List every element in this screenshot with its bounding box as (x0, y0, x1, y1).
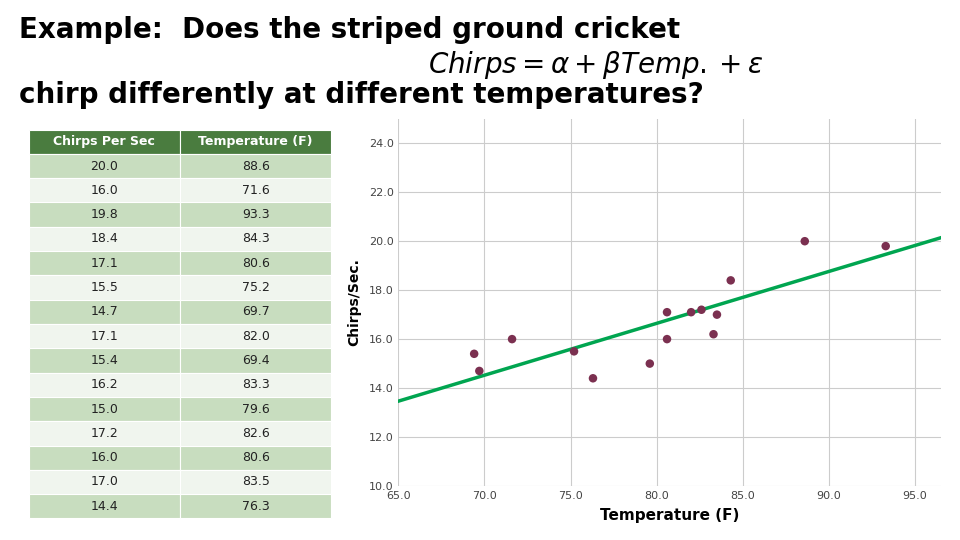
Text: 16.0: 16.0 (90, 451, 118, 464)
Text: 15.5: 15.5 (90, 281, 118, 294)
Point (660, 335, 675, 343)
Text: Temperature (F): Temperature (F) (199, 135, 313, 148)
Text: 69.4: 69.4 (242, 354, 270, 367)
Text: Chirps Per Sec: Chirps Per Sec (54, 135, 156, 148)
Text: 14.4: 14.4 (90, 500, 118, 513)
Text: 83.3: 83.3 (242, 378, 270, 392)
Text: 93.3: 93.3 (242, 208, 270, 221)
Point (684, 308, 699, 316)
Text: 83.5: 83.5 (242, 475, 270, 489)
Text: 82.0: 82.0 (242, 329, 270, 343)
Y-axis label: Chirps/Sec.: Chirps/Sec. (348, 259, 362, 346)
Text: 80.6: 80.6 (242, 256, 270, 270)
Text: 82.6: 82.6 (242, 427, 270, 440)
Text: $Chirps = \alpha + \beta Temp. + \varepsilon$: $Chirps = \alpha + \beta Temp. + \vareps… (427, 49, 763, 81)
Text: 17.1: 17.1 (90, 329, 118, 343)
Text: 19.8: 19.8 (90, 208, 118, 221)
Point (694, 306, 709, 314)
Text: 17.0: 17.0 (90, 475, 118, 489)
Text: chirp differently at different temperatures?: chirp differently at different temperatu… (19, 81, 704, 109)
Text: 15.4: 15.4 (90, 354, 118, 367)
Point (566, 347, 582, 356)
Point (723, 276, 738, 285)
X-axis label: Temperature (F): Temperature (F) (600, 508, 739, 523)
Point (586, 374, 601, 383)
Text: Example:  Does the striped ground cricket: Example: Does the striped ground cricket (19, 16, 681, 44)
Text: 16.0: 16.0 (90, 184, 118, 197)
Text: 16.2: 16.2 (90, 378, 118, 392)
Point (471, 367, 487, 375)
Text: 71.6: 71.6 (242, 184, 270, 197)
Point (709, 310, 725, 319)
Point (504, 335, 519, 343)
Text: 79.6: 79.6 (242, 402, 270, 416)
Text: 17.2: 17.2 (90, 427, 118, 440)
Text: 84.3: 84.3 (242, 232, 270, 246)
Point (642, 359, 658, 368)
Text: 75.2: 75.2 (242, 281, 270, 294)
Point (878, 242, 894, 251)
Text: 14.7: 14.7 (90, 305, 118, 319)
Text: 17.1: 17.1 (90, 256, 118, 270)
Text: 18.4: 18.4 (90, 232, 118, 246)
Text: 80.6: 80.6 (242, 451, 270, 464)
Text: 20.0: 20.0 (90, 159, 118, 173)
Point (660, 308, 675, 316)
Point (706, 330, 721, 339)
Text: 88.6: 88.6 (242, 159, 270, 173)
Text: 15.0: 15.0 (90, 402, 118, 416)
Point (797, 237, 812, 246)
Point (467, 349, 482, 358)
Text: 69.7: 69.7 (242, 305, 270, 319)
Text: 76.3: 76.3 (242, 500, 270, 513)
